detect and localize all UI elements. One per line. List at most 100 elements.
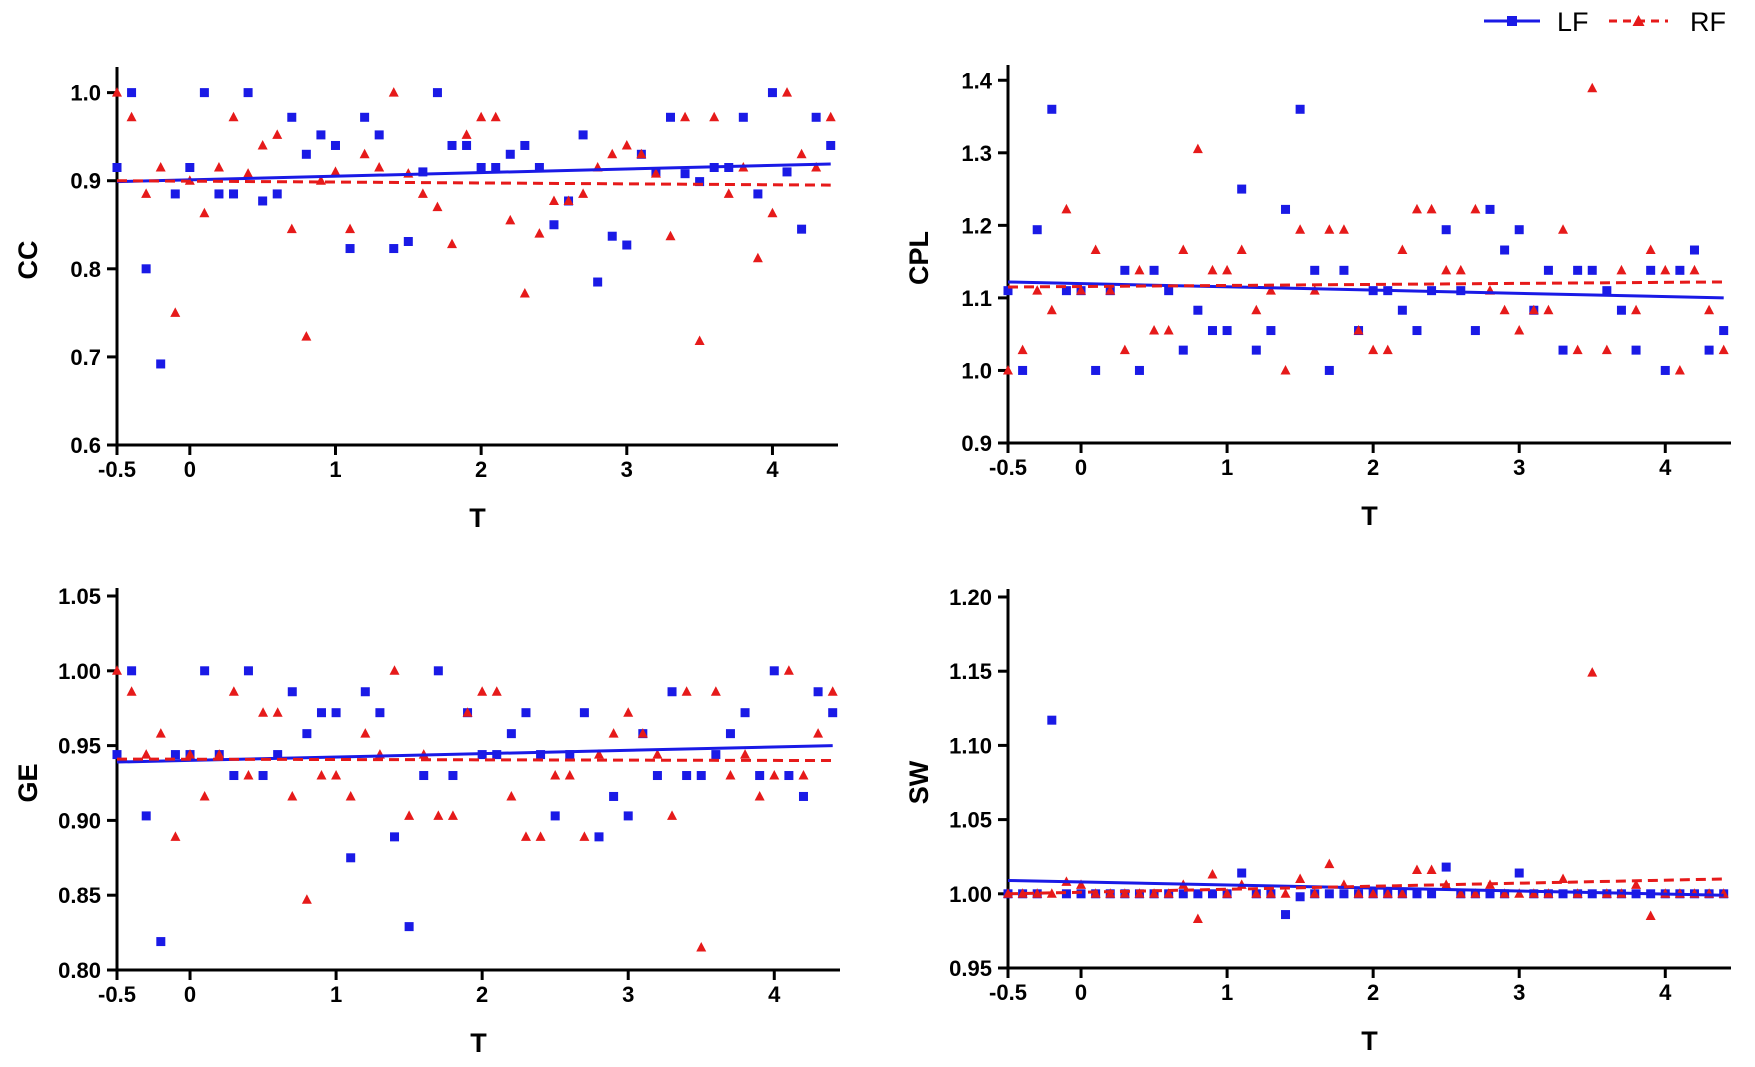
rf-point [782,87,793,97]
rf-point [287,790,298,801]
lf-point [418,167,428,177]
y-tick-label: 0.8 [70,257,101,282]
lf-point [1178,345,1188,355]
rf-point [1295,224,1306,234]
rf-point [1324,224,1335,234]
lf-trend-line [116,162,831,184]
lf-point [403,237,413,246]
lf-point [389,244,399,254]
rf-point [286,223,297,234]
rf-point [1207,264,1218,275]
lf-point [711,750,721,760]
rf-point [243,168,254,178]
y-tick-label: 0.95 [949,956,992,981]
rf-point [740,749,751,759]
rf-point [228,686,239,696]
lf-point [725,729,735,739]
rf-point [1046,304,1057,315]
lf-point [1222,326,1232,336]
rf-point [388,87,399,97]
lf-point [1573,265,1583,275]
lf-point [1485,889,1495,899]
lf-point [199,88,209,98]
x-tick-label: 1 [1221,455,1233,480]
lf-point [578,130,588,140]
rf-point [1514,888,1525,898]
rf-point [696,942,707,952]
lf-point [1514,225,1524,235]
rf-point [796,148,807,159]
rf-point [1222,888,1233,898]
lf-point [141,811,151,821]
lf-trend-line [1007,280,1724,300]
rf-point [1178,244,1189,255]
rf-point [1032,285,1043,295]
rf-point [1090,244,1101,255]
rf-point [1645,910,1656,921]
lf-point [170,189,180,199]
x-tick-label: 2 [476,982,488,1007]
rf-point [1499,888,1510,898]
lf-point [696,771,706,781]
rf-point [1631,304,1642,315]
rf-point [1061,203,1072,214]
rf-point [1499,304,1510,315]
legend-rf-label: RF [1690,7,1726,37]
lf-point [1047,104,1057,114]
rf-point [272,129,283,139]
lf-point [607,231,617,241]
rf-point [345,790,356,801]
rf-point [769,770,780,780]
rf-point [623,707,634,717]
rf-point [491,686,502,696]
rf-point [783,665,794,675]
rf-point [141,749,152,759]
lf-point [1514,868,1524,878]
rf-point [359,148,370,159]
lf-point [1412,889,1422,899]
x-tick-label: -0.5 [989,980,1027,1005]
lf-point [1149,265,1159,275]
x-tick-label: 1 [330,982,342,1007]
lf-point [258,771,268,781]
rf-point [1251,888,1262,898]
lf-point [301,149,311,159]
y-axis-title: GE [13,763,43,802]
lf-point [1237,868,1247,878]
rf-point [1105,285,1116,295]
lf-point [112,750,122,760]
y-axis-title: CC [13,241,43,280]
lf-point [609,791,619,801]
lf-point [316,130,326,140]
rf-point [709,111,720,122]
rf-point [1514,325,1525,335]
x-tick-label: 2 [1367,980,1379,1005]
x-tick-label: 2 [1367,455,1379,480]
rf-point [680,111,691,122]
lf-point [127,666,137,676]
rf-point [477,686,488,696]
y-tick-label: 1.4 [961,68,992,93]
lf-point [1602,286,1612,296]
y-tick-label: 1.05 [949,808,992,833]
lf-point [549,220,559,230]
rf-point [331,770,342,780]
lf-point [536,750,546,760]
rf-point [1441,264,1452,275]
lf-point [1324,365,1334,375]
y-tick-label: 0.80 [58,958,101,983]
rf-point [1587,667,1598,677]
lf-point [1324,889,1334,899]
lf-point [740,708,750,718]
rf-point [447,810,458,820]
lf-point [1047,715,1057,725]
lf-point [798,791,808,801]
lf-point [345,244,355,254]
rf-point [1149,888,1160,898]
y-tick-label: 0.6 [70,433,101,458]
rf-point [1353,888,1364,898]
lf-point [520,140,530,150]
lf-point [229,189,239,199]
rf-point [825,111,836,122]
x-tick-label: 0 [184,982,196,1007]
